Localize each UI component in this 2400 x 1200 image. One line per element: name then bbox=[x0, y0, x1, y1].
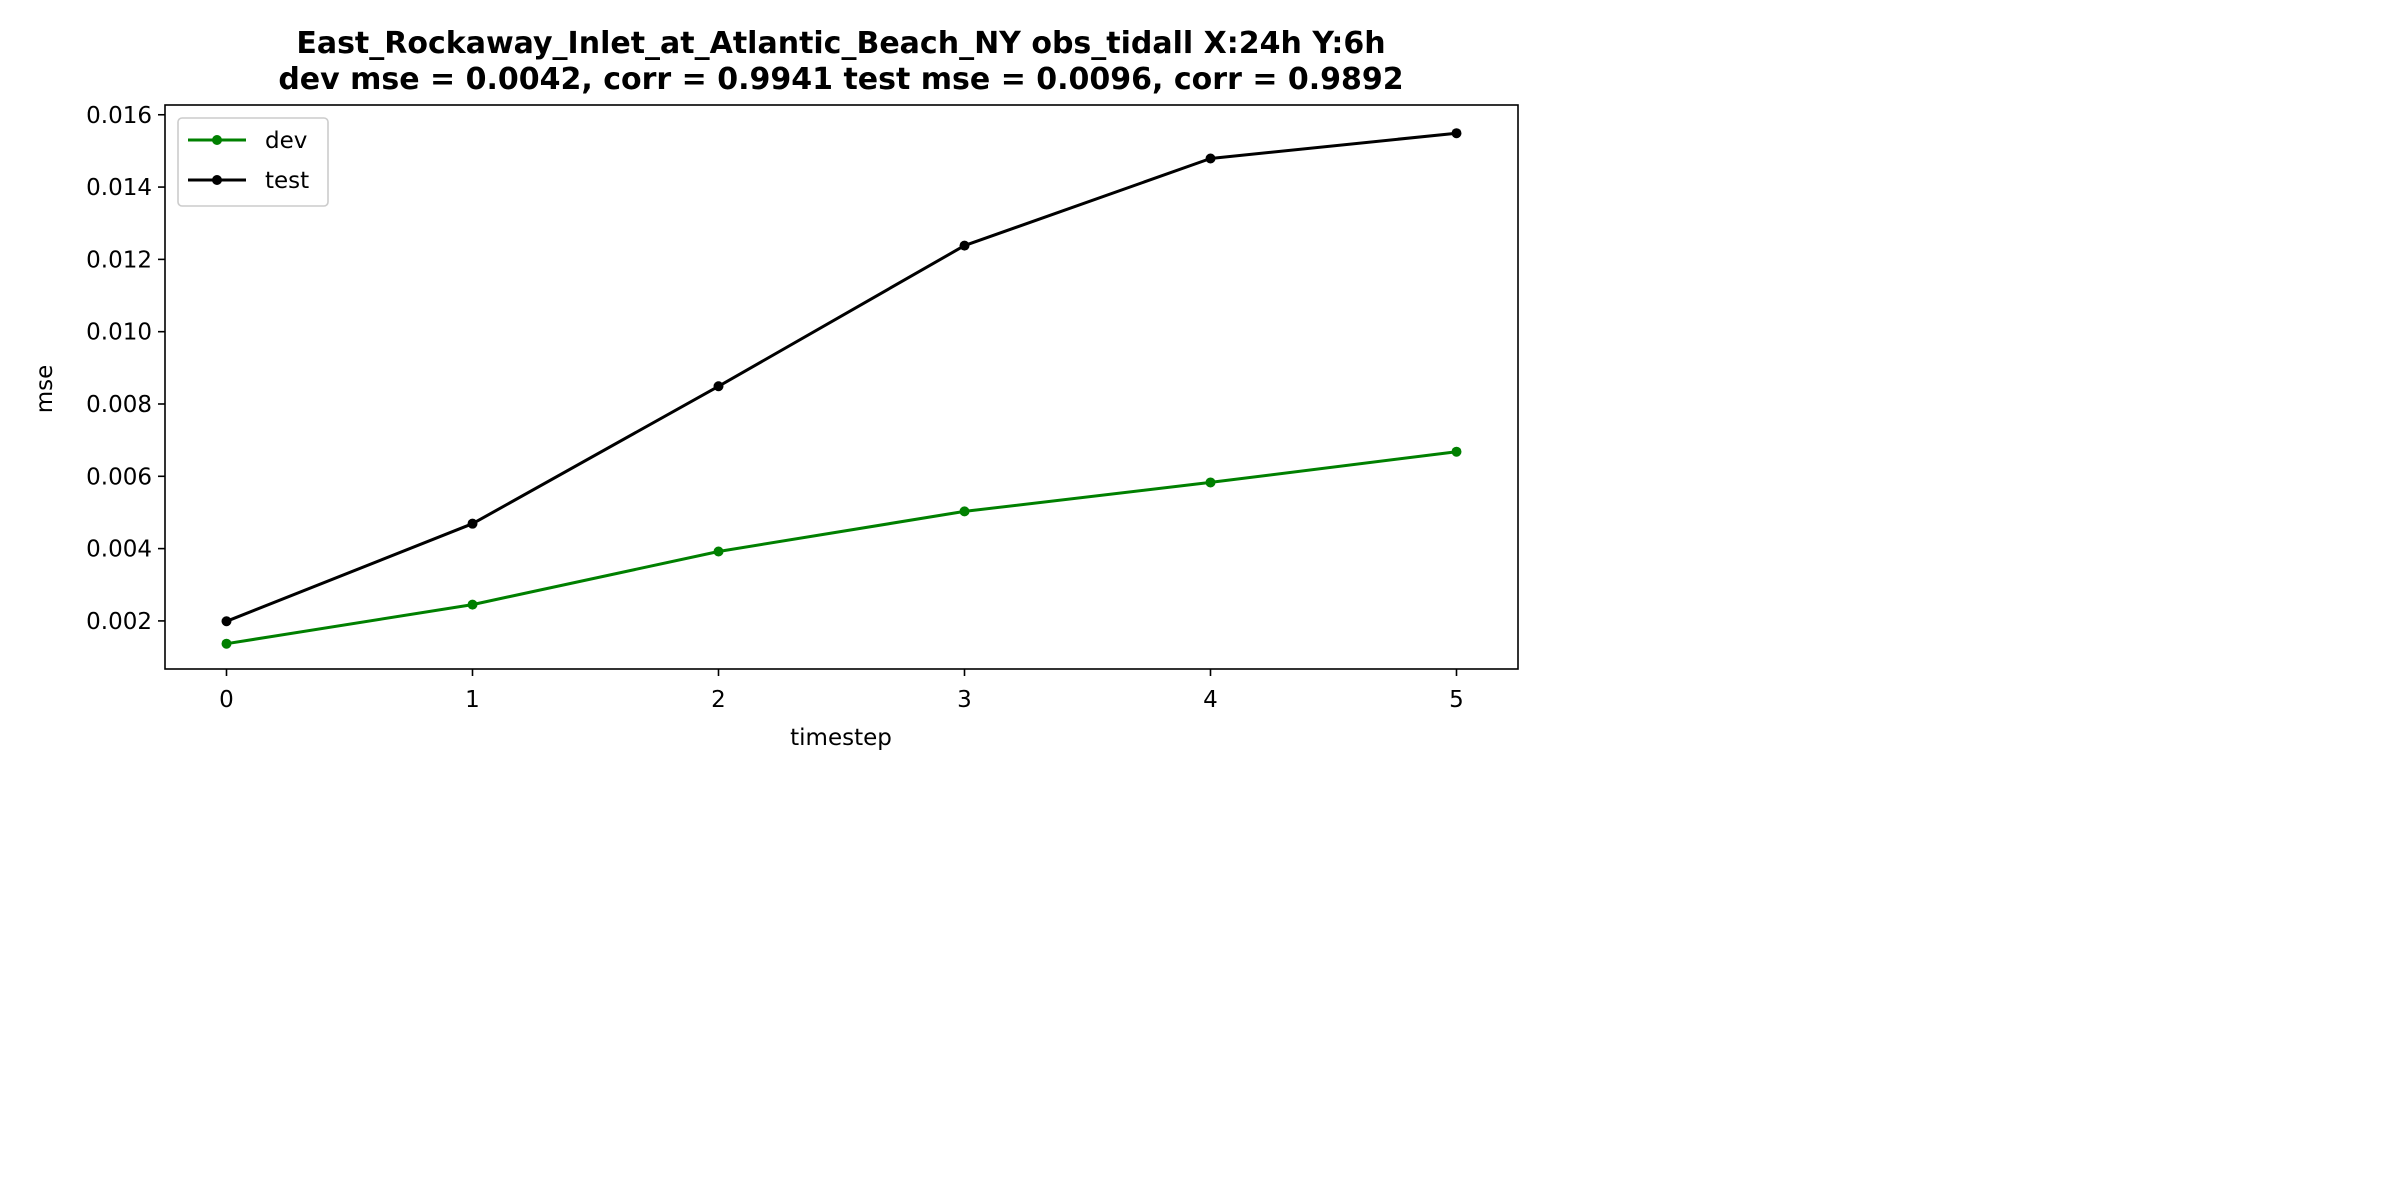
legend-marker-test bbox=[212, 175, 222, 185]
data-point-dev bbox=[959, 506, 970, 517]
chart-title-line-1: East_Rockaway_Inlet_at_Atlantic_Beach_NY… bbox=[296, 26, 1385, 61]
legend-marker-dev bbox=[212, 135, 222, 145]
data-point-dev bbox=[467, 599, 478, 610]
y-tick-label: 0.010 bbox=[86, 320, 152, 346]
x-tick-label: 2 bbox=[711, 687, 726, 713]
y-tick-label: 0.002 bbox=[86, 609, 152, 635]
data-point-test bbox=[221, 616, 232, 627]
y-tick-label: 0.006 bbox=[86, 464, 152, 490]
series-line-test bbox=[225, 131, 1457, 623]
x-tick-label: 5 bbox=[1449, 687, 1464, 713]
legend: dev test bbox=[177, 117, 329, 207]
y-axis-label: mse bbox=[32, 365, 58, 414]
line-chart: East_Rockaway_Inlet_at_Atlantic_Beach_NY… bbox=[0, 0, 1546, 773]
data-point-dev bbox=[713, 546, 724, 557]
x-tick-label: 1 bbox=[465, 687, 480, 713]
y-tick-label: 0.014 bbox=[86, 175, 152, 201]
data-point-test bbox=[713, 381, 724, 392]
chart-title-line-2: dev mse = 0.0042, corr = 0.9941 test mse… bbox=[278, 62, 1403, 97]
series-line-dev bbox=[226, 450, 1457, 646]
y-tick-label: 0.012 bbox=[86, 247, 152, 273]
y-tick-label: 0.004 bbox=[86, 537, 152, 563]
x-axis-label: timestep bbox=[790, 725, 892, 751]
figure-background bbox=[0, 0, 1546, 773]
data-point-dev bbox=[221, 638, 232, 649]
x-tick-label: 4 bbox=[1203, 687, 1218, 713]
data-point-test bbox=[1451, 128, 1462, 139]
data-point-test bbox=[959, 240, 970, 251]
x-tick-label: 3 bbox=[957, 687, 972, 713]
legend-label-dev: dev bbox=[265, 128, 307, 154]
data-point-dev bbox=[1451, 446, 1462, 457]
y-tick-label: 0.008 bbox=[86, 392, 152, 418]
axes-frame bbox=[164, 104, 1519, 670]
data-point-test bbox=[1205, 153, 1216, 164]
data-point-dev bbox=[1205, 477, 1216, 488]
legend-label-test: test bbox=[265, 168, 309, 194]
data-point-test bbox=[467, 518, 478, 529]
plot-area: 0 1 2 3 4 5 0.002 0.004 0.006 0.008 0.010 0.012 0.01… bbox=[86, 103, 1519, 713]
y-tick-label: 0.016 bbox=[86, 103, 152, 129]
x-tick-label: 0 bbox=[219, 687, 234, 713]
